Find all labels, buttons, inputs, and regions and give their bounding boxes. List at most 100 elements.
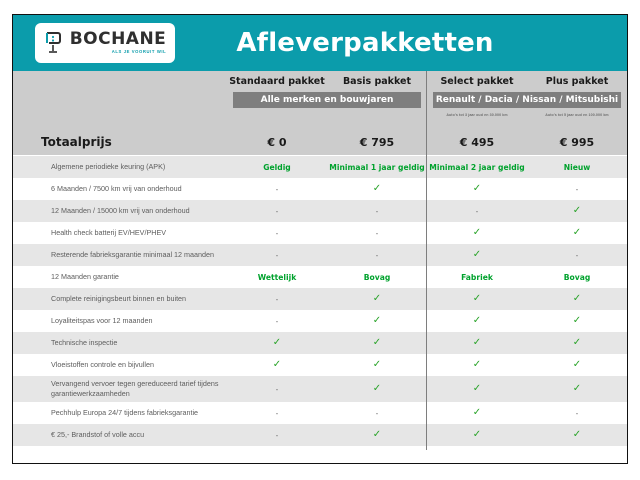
afleverpakketten-sheet: BOCHANE ALS JE VOORUIT WIL Afleverpakket…	[12, 14, 628, 464]
cell-group: ✓ ✓	[227, 332, 427, 354]
total-price-basis: € 795	[359, 135, 395, 149]
table-row: Algemene periodieke keuring (APK) Geldig M…	[13, 156, 627, 178]
feature-value-cell: ✓	[472, 183, 482, 194]
feature-value-cell: ✓	[472, 293, 482, 304]
feature-value-cell: ✓	[472, 227, 482, 238]
feature-label: Complete reinigingsbeurt binnen en buite…	[51, 294, 187, 304]
cell-group: ✓ ✓	[227, 354, 427, 376]
feature-label: 12 Maanden garantie	[51, 272, 119, 282]
feature-label: € 25,- Brandstof of volle accu	[51, 430, 145, 440]
feature-value-cell: ✓	[372, 183, 382, 194]
table-row: Technische inspectie ✓ ✓ ✓ ✓	[13, 332, 627, 354]
cell-group: --	[227, 222, 427, 244]
table-tail-spacer	[13, 446, 627, 463]
feature-value-cell: -	[275, 228, 279, 238]
cell-group: ✓ -	[426, 402, 627, 424]
total-price-label: Totaalprijs	[41, 135, 112, 149]
cell-group: --	[227, 244, 427, 266]
logo-wordmark: BOCHANE	[69, 29, 167, 50]
band-left-spacer	[13, 71, 227, 129]
group-scope-pill-brands: Renault / Dacia / Nissan / Mitsubishi	[433, 92, 621, 108]
feature-value-cell: ✓	[472, 359, 482, 370]
cell-group: ✓ ✓	[426, 424, 627, 446]
feature-value-cell: ✓	[372, 429, 382, 440]
feature-value-cell: ✓	[472, 429, 482, 440]
cell-group: --	[227, 200, 427, 222]
feature-value-cell: -	[375, 250, 379, 260]
feature-value-cell: ✓	[572, 205, 582, 216]
bochane-mark-icon	[44, 31, 64, 55]
feature-value-cell: Geldig	[263, 162, 291, 172]
feature-label: Technische inspectie	[51, 338, 118, 348]
feature-value-cell: Minimaal 2 jaar geldig	[429, 162, 525, 172]
feature-label: Vloeistoffen controle en bijvullen	[51, 360, 154, 370]
feature-value-cell: -	[475, 206, 479, 216]
cell-group: - ✓	[227, 424, 427, 446]
table-row: 6 Maanden / 7500 km vrij van onderhoud - ✓…	[13, 178, 627, 200]
table-row: Resterende fabrieksgarantie minimaal 12 …	[13, 244, 627, 266]
package-name-select: Select pakket	[440, 75, 514, 87]
group-scope-pill-all-brands: Alle merken en bouwjaren	[233, 92, 421, 108]
feature-value-cell: ✓	[472, 337, 482, 348]
feature-value-cell: ✓	[372, 315, 382, 326]
table-row: Vloeistoffen controle en bijvullen ✓ ✓ ✓ ✓	[13, 354, 627, 376]
feature-value-cell: -	[375, 408, 379, 418]
feature-value-cell: Wettelijk	[257, 272, 297, 282]
page-title: Afleverpakketten	[236, 28, 494, 58]
cell-group: Fabriek Bovag	[426, 266, 627, 288]
feature-value-cell: ✓	[272, 359, 282, 370]
feature-label: Vervangend vervoer tegen gereduceerd tar…	[51, 379, 219, 398]
logo-tagline: ALS JE VOORUIT WIL	[111, 49, 167, 55]
total-price-group-left: € 0 € 795	[227, 136, 427, 149]
feature-value-cell: ✓	[572, 383, 582, 394]
total-price-group-right: € 495 € 995	[427, 136, 627, 149]
group-note-select: Auto's tot 3 jaar oud en 30.000 km	[446, 113, 508, 117]
total-price-plus: € 995	[559, 135, 595, 149]
table-row: Vervangend vervoer tegen gereduceerd tar…	[13, 376, 627, 402]
cell-group: - ✓	[227, 178, 427, 200]
feature-label: Loyaliteitspas voor 12 maanden	[51, 316, 153, 326]
feature-value-cell: -	[275, 184, 279, 194]
cell-group: ✓ ✓	[426, 332, 627, 354]
table-row: 12 Maanden garantie Wettelijk Bovag Fabriek…	[13, 266, 627, 288]
feature-value-cell: -	[575, 408, 579, 418]
feature-value-cell: -	[275, 316, 279, 326]
feature-value-cell: Fabriek	[461, 272, 493, 282]
table-row: Pechhulp Europa 24/7 tijdens fabrieksgar…	[13, 402, 627, 424]
feature-label: 6 Maanden / 7500 km vrij van onderhoud	[51, 184, 182, 194]
cell-group: - ✓	[227, 376, 427, 402]
feature-label: Resterende fabrieksgarantie minimaal 12 …	[51, 250, 215, 260]
cell-group: - ✓	[227, 310, 427, 332]
cell-group: ✓ -	[426, 178, 627, 200]
bochane-logo[interactable]: BOCHANE ALS JE VOORUIT WIL	[35, 23, 175, 63]
cell-group: ✓ ✓	[426, 288, 627, 310]
feature-value-cell: ✓	[472, 315, 482, 326]
total-price-select: € 495	[459, 135, 495, 149]
table-row: Health check batterij EV/HEV/PHEV - - ✓ ✓	[13, 222, 627, 244]
feature-value-cell: ✓	[572, 429, 582, 440]
cell-group: - ✓	[426, 200, 627, 222]
feature-value-cell: Minimaal 1 jaar geldig	[329, 162, 425, 172]
feature-value-cell: -	[375, 206, 379, 216]
feature-value-cell: ✓	[472, 249, 482, 260]
total-price-standaard: € 0	[267, 135, 287, 149]
feature-value-cell: -	[275, 384, 279, 394]
feature-value-cell: ✓	[572, 227, 582, 238]
feature-value-cell: ✓	[372, 359, 382, 370]
package-group-brand-specific: Select pakket Plus pakket Renault / Daci…	[426, 71, 627, 450]
feature-value-cell: ✓	[572, 359, 582, 370]
cell-group: ✓ ✓	[426, 376, 627, 402]
table-row: Complete reinigingsbeurt binnen en buite…	[13, 288, 627, 310]
feature-value-cell: Bovag	[363, 272, 391, 282]
feature-label: Health check batterij EV/HEV/PHEV	[51, 228, 167, 238]
cell-group: ✓ ✓	[426, 222, 627, 244]
feature-value-cell: -	[275, 294, 279, 304]
package-header-band: Standaard pakket Basis pakket Alle merke…	[13, 71, 627, 450]
feature-value-cell: -	[275, 206, 279, 216]
package-group-all-brands: Standaard pakket Basis pakket Alle merke…	[227, 71, 427, 129]
feature-value-cell: ✓	[272, 337, 282, 348]
cell-group: Geldig Minimaal 1 jaar geldig	[227, 156, 427, 178]
feature-table: Algemene periodieke keuring (APK) Geldig M…	[13, 156, 627, 446]
group-note-plus: Auto's tot 5 jaar oud en 100.000 km	[545, 113, 609, 117]
feature-value-cell: ✓	[572, 337, 582, 348]
